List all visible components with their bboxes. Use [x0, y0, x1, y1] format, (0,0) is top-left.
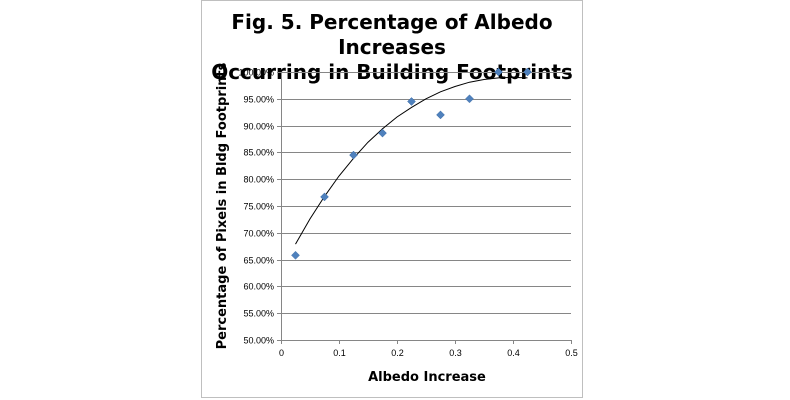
- chart-title-line-1: Fig. 5. Percentage of Albedo Increases: [231, 10, 553, 59]
- trendline: [295, 76, 528, 245]
- x-tick-label: 0: [279, 348, 284, 358]
- y-tick-label: 95.00%: [243, 95, 274, 105]
- trendline-layer: [295, 76, 528, 245]
- axes: [277, 72, 572, 344]
- x-tick-label: 0.4: [507, 348, 520, 358]
- y-tick-label: 80.00%: [243, 175, 274, 185]
- data-points: [291, 67, 532, 260]
- y-tick-label: 70.00%: [243, 229, 274, 239]
- y-tick-label: 75.00%: [243, 202, 274, 212]
- y-tick-labels: 50.00% 55.00% 60.00% 65.00% 70.00% 75.00% 80.0…: [238, 68, 274, 346]
- y-tick-label: 60.00%: [243, 282, 274, 292]
- chart-frame: [201, 0, 583, 398]
- x-tick-label: 0.5: [565, 348, 578, 358]
- x-tick-labels: 0 0.1 0.2 0.3 0.4 0.5: [279, 348, 578, 358]
- data-point: [291, 250, 300, 260]
- data-point: [378, 128, 387, 138]
- y-tick-label: 55.00%: [243, 309, 274, 319]
- data-point: [494, 67, 503, 77]
- y-tick-label: 85.00%: [243, 148, 274, 158]
- y-tick-label: 100.00%: [238, 68, 274, 78]
- y-axis-title: Percentage of Pixels in Bldg Footprints: [215, 62, 230, 349]
- y-tick-label: 90.00%: [243, 122, 274, 132]
- x-tick-label: 0.1: [333, 348, 346, 358]
- data-point: [407, 97, 416, 106]
- y-tick-label: 65.00%: [243, 256, 274, 266]
- x-tick-label: 0.3: [449, 348, 462, 358]
- x-tick-label: 0.2: [391, 348, 404, 358]
- y-tick-label: 50.00%: [243, 336, 274, 346]
- data-point: [523, 67, 532, 77]
- data-point: [465, 94, 474, 104]
- data-point: [320, 192, 329, 202]
- data-point: [436, 110, 445, 120]
- data-point: [349, 150, 358, 160]
- grid-lines: [281, 72, 571, 314]
- x-axis-title: Albedo Increase: [368, 370, 486, 385]
